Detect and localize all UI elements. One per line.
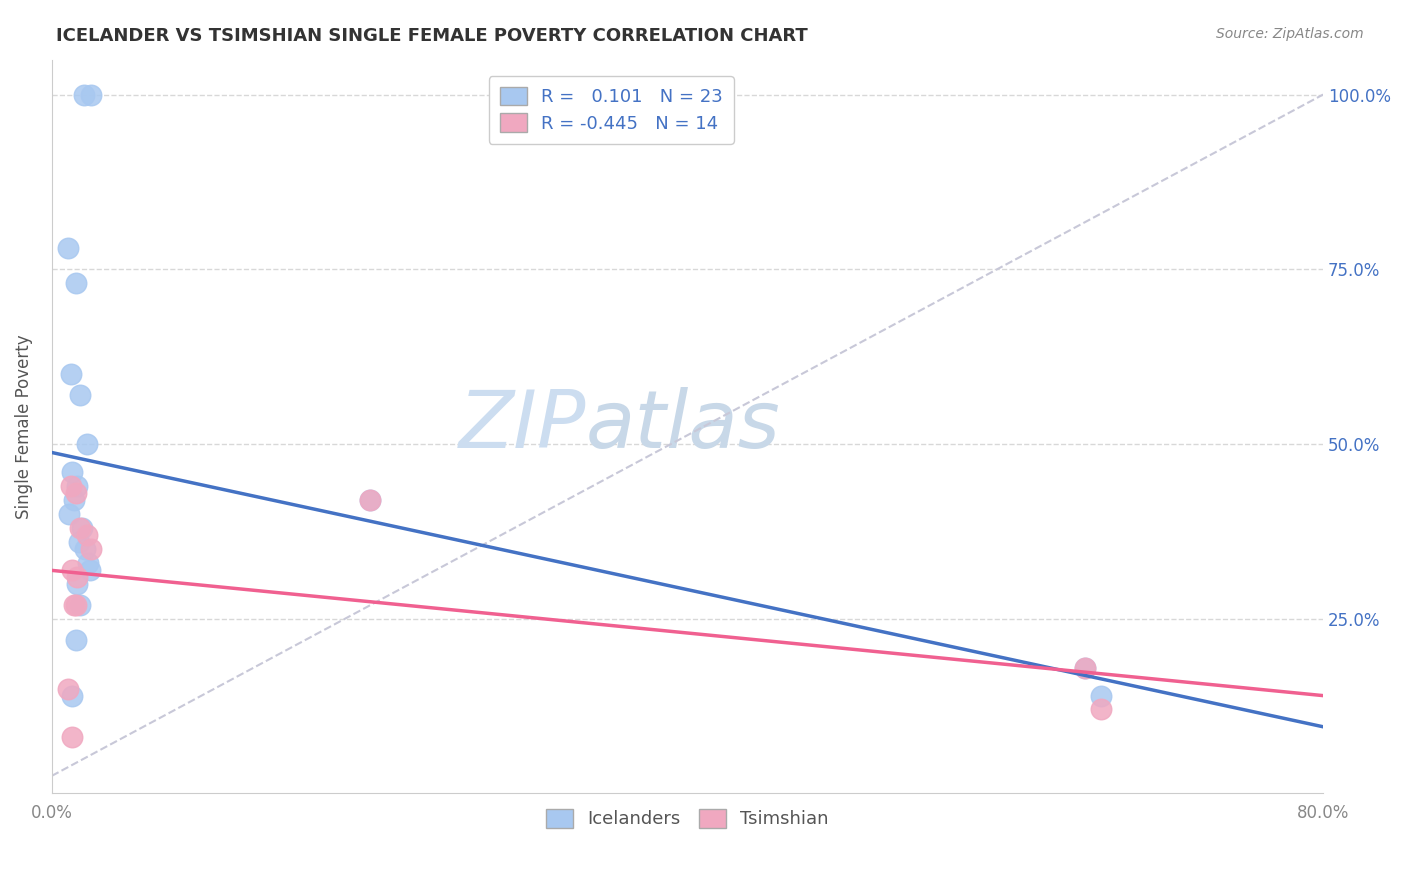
Point <box>79 563 101 577</box>
Point <box>69 521 91 535</box>
Legend: Icelanders, Tsimshian: Icelanders, Tsimshian <box>538 802 837 836</box>
Point <box>62 689 84 703</box>
Point <box>59 367 82 381</box>
Point <box>1074 660 1097 674</box>
Point <box>69 388 91 402</box>
Point <box>62 465 84 479</box>
Point <box>1090 689 1112 703</box>
Y-axis label: Single Female Poverty: Single Female Poverty <box>15 334 32 519</box>
Point <box>65 632 87 647</box>
Text: ZIP: ZIP <box>458 387 586 466</box>
Point <box>69 598 91 612</box>
Point <box>66 570 89 584</box>
Point <box>72 87 94 102</box>
Point <box>65 277 87 291</box>
Point <box>75 541 97 556</box>
Point <box>70 521 93 535</box>
Point <box>1090 702 1112 716</box>
Point <box>58 507 80 521</box>
Point <box>56 681 79 696</box>
Point <box>66 576 89 591</box>
Point <box>359 492 381 507</box>
Point <box>77 556 100 570</box>
Text: ICELANDER VS TSIMSHIAN SINGLE FEMALE POVERTY CORRELATION CHART: ICELANDER VS TSIMSHIAN SINGLE FEMALE POV… <box>56 27 808 45</box>
Point <box>1074 660 1097 674</box>
Point <box>66 479 89 493</box>
Point <box>76 437 98 451</box>
Point <box>63 598 86 612</box>
Text: atlas: atlas <box>586 387 780 466</box>
Point <box>62 563 84 577</box>
Point <box>59 479 82 493</box>
Point <box>65 598 87 612</box>
Point <box>67 534 90 549</box>
Point <box>63 492 86 507</box>
Point <box>80 87 103 102</box>
Point <box>56 241 79 255</box>
Point <box>80 541 103 556</box>
Point <box>359 492 381 507</box>
Text: Source: ZipAtlas.com: Source: ZipAtlas.com <box>1216 27 1364 41</box>
Point <box>65 486 87 500</box>
Point <box>76 528 98 542</box>
Point <box>62 731 84 745</box>
